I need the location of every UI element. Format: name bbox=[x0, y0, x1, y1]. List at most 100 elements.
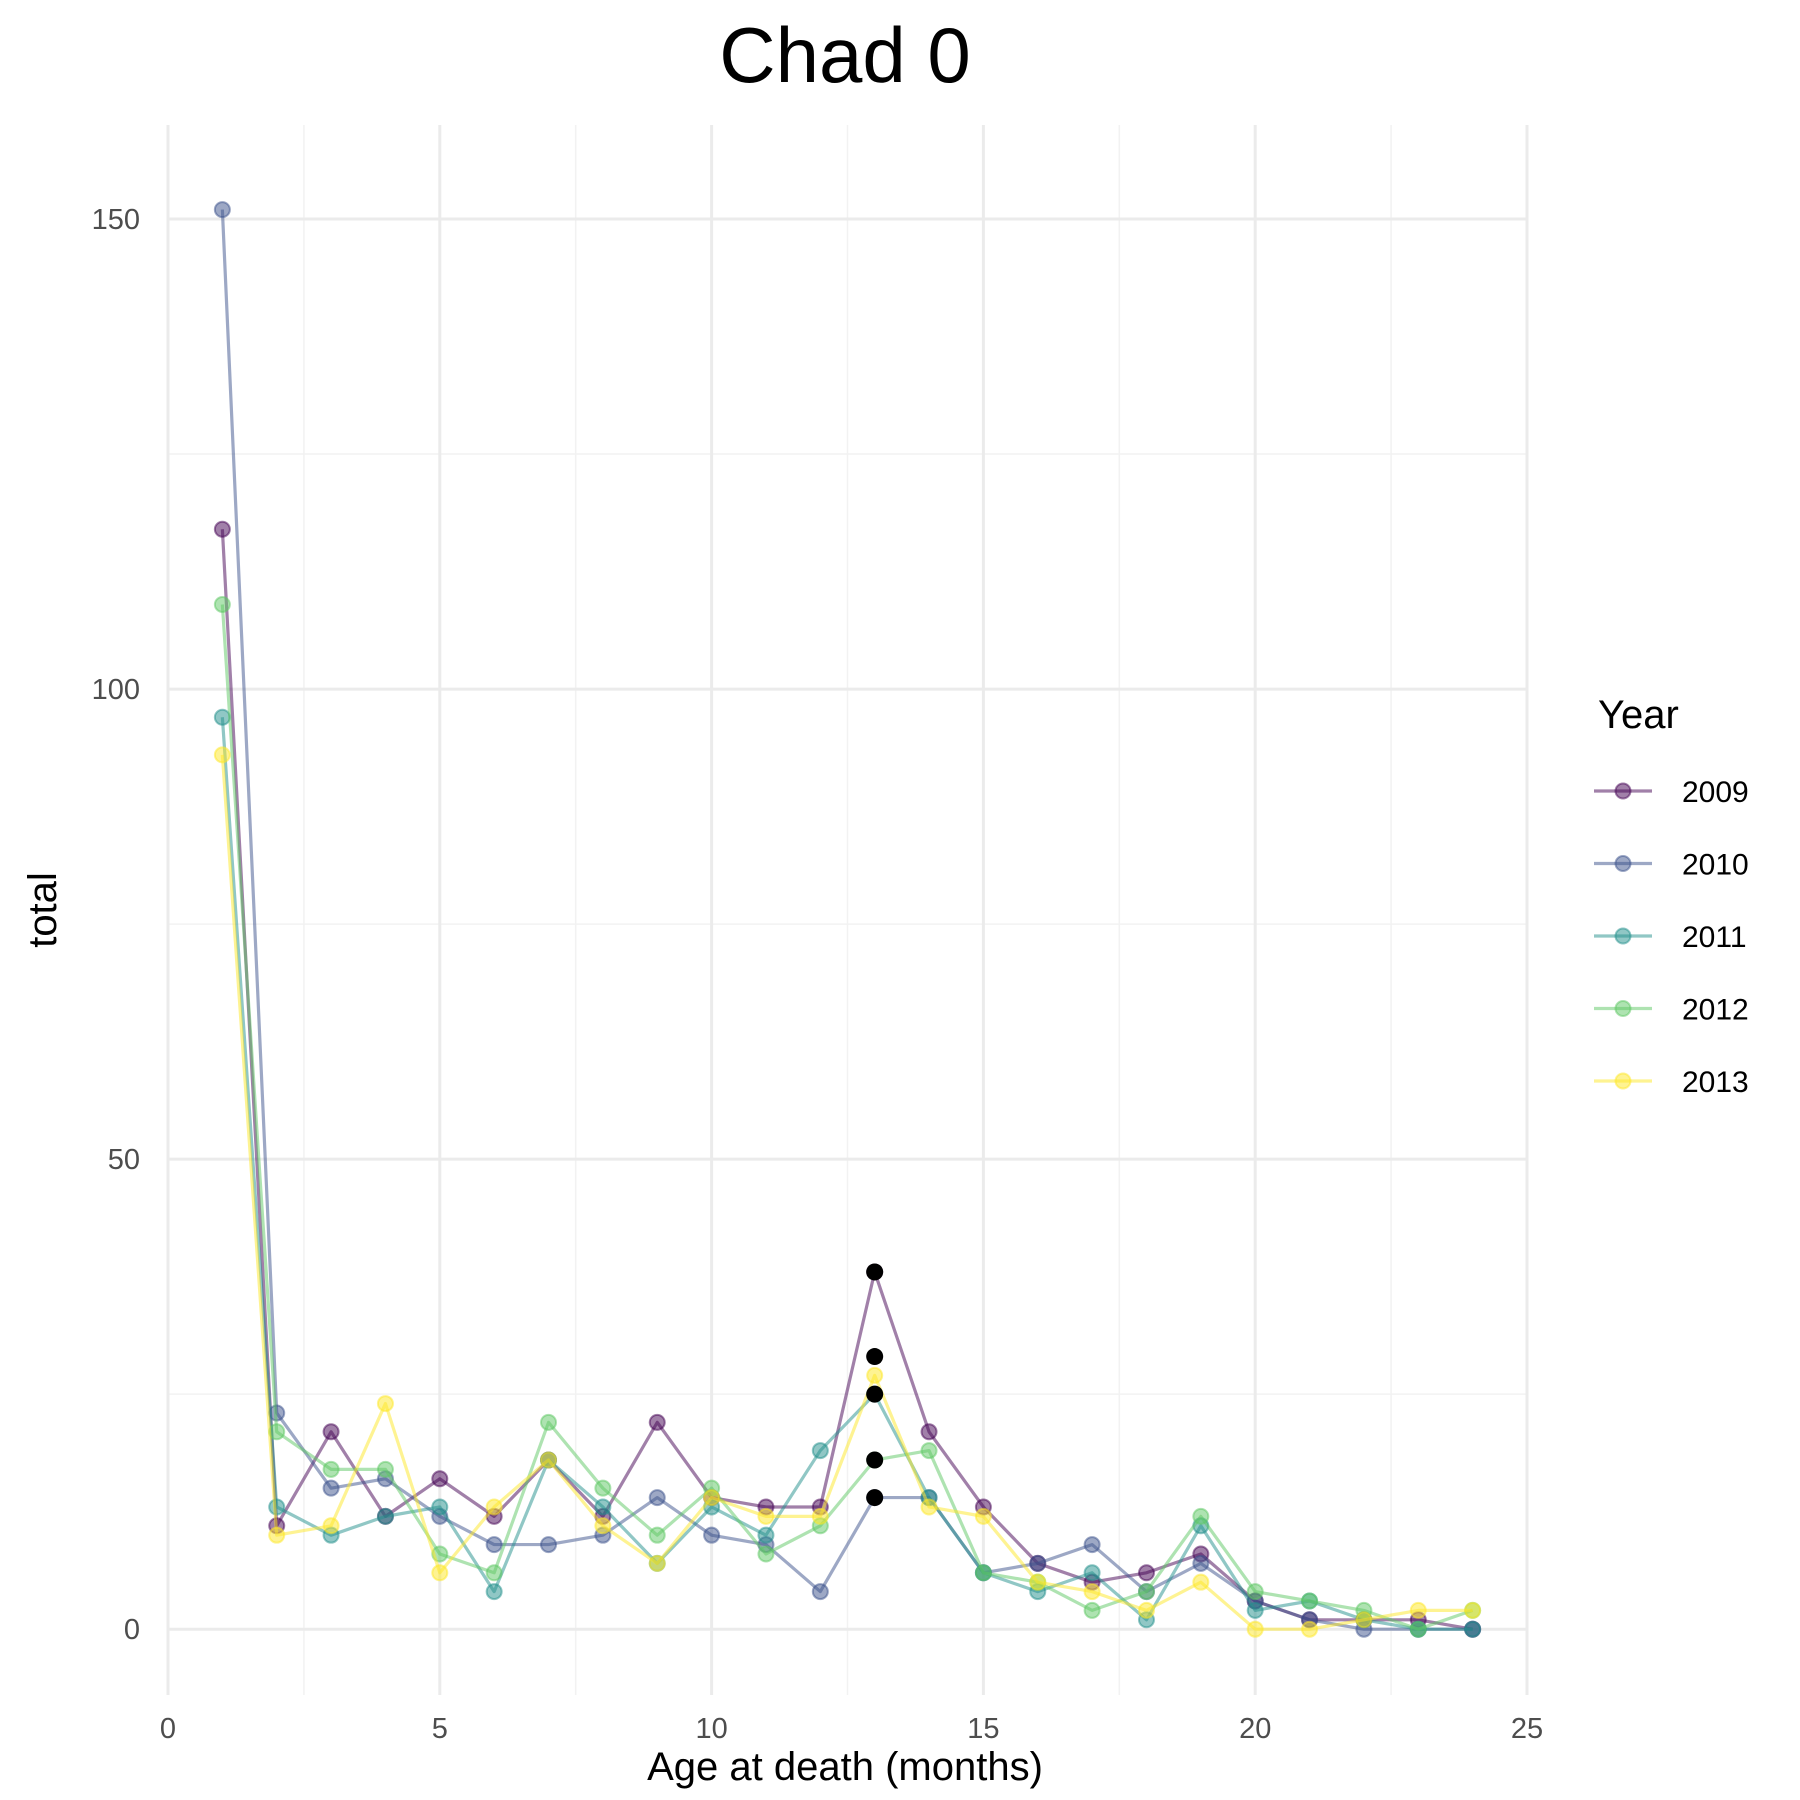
data-point bbox=[757, 1545, 775, 1563]
data-point bbox=[974, 1564, 992, 1582]
data-point bbox=[1192, 1554, 1210, 1572]
data-point bbox=[757, 1526, 775, 1544]
data-point bbox=[540, 1536, 558, 1554]
legend-label: 2011 bbox=[1682, 921, 1747, 954]
data-point bbox=[1192, 1507, 1210, 1525]
chart-title: Chad 0 bbox=[719, 11, 971, 99]
data-point bbox=[757, 1507, 775, 1525]
data-point bbox=[376, 1395, 394, 1413]
data-point bbox=[213, 746, 231, 764]
data-point bbox=[213, 595, 231, 613]
data-point bbox=[268, 1526, 286, 1544]
data-point bbox=[376, 1507, 394, 1525]
data-point bbox=[1083, 1583, 1101, 1601]
x-tick-label: 0 bbox=[160, 1713, 176, 1745]
series-2013 bbox=[213, 746, 1482, 1638]
data-point bbox=[648, 1526, 666, 1544]
x-tick-label: 15 bbox=[967, 1713, 999, 1745]
data-point bbox=[1029, 1573, 1047, 1591]
y-axis-title: total bbox=[21, 872, 65, 948]
data-point bbox=[1029, 1554, 1047, 1572]
data-point bbox=[431, 1564, 449, 1582]
highlight-point bbox=[866, 1385, 884, 1403]
data-point bbox=[1137, 1564, 1155, 1582]
highlight-point bbox=[866, 1348, 884, 1366]
legend-label: 2010 bbox=[1682, 849, 1749, 882]
data-point bbox=[703, 1526, 721, 1544]
legend-title: Year bbox=[1598, 693, 1679, 737]
grid bbox=[166, 125, 1529, 1695]
data-point bbox=[648, 1489, 666, 1507]
data-point bbox=[485, 1583, 503, 1601]
legend-key-point bbox=[1614, 855, 1632, 872]
x-tick-label: 25 bbox=[1511, 1713, 1543, 1745]
y-tick-label: 0 bbox=[124, 1614, 140, 1646]
data-point bbox=[1083, 1536, 1101, 1554]
data-point bbox=[811, 1442, 829, 1460]
x-tick-label: 10 bbox=[695, 1713, 727, 1745]
x-tick-label: 20 bbox=[1239, 1713, 1271, 1745]
legend: Year 2009 2010 2011 2012 2013 bbox=[1594, 693, 1749, 1099]
legend-key-point bbox=[1614, 927, 1632, 945]
data-point bbox=[540, 1451, 558, 1469]
data-point bbox=[1301, 1620, 1319, 1638]
data-point bbox=[1137, 1601, 1155, 1619]
x-axis-title: Age at death (months) bbox=[647, 1745, 1043, 1789]
series-line bbox=[220, 754, 1473, 1631]
data-point bbox=[1083, 1564, 1101, 1582]
data-point bbox=[1409, 1620, 1427, 1638]
series-2011 bbox=[213, 708, 1482, 1638]
data-point bbox=[1301, 1592, 1319, 1610]
data-point bbox=[1409, 1601, 1427, 1619]
series-line bbox=[220, 717, 1473, 1631]
data-point bbox=[594, 1517, 612, 1535]
data-point bbox=[594, 1479, 612, 1497]
legend-item-2010: 2010 bbox=[1594, 849, 1749, 882]
legend-label: 2012 bbox=[1682, 994, 1749, 1027]
data-point bbox=[431, 1498, 449, 1516]
y-axis-ticks: 0 50 100 150 bbox=[92, 204, 140, 1646]
legend-key-point bbox=[1614, 1000, 1632, 1017]
data-point bbox=[322, 1423, 340, 1441]
data-point bbox=[1246, 1583, 1264, 1601]
highlight-point bbox=[866, 1451, 884, 1469]
data-point bbox=[1246, 1601, 1264, 1619]
data-point bbox=[703, 1489, 721, 1507]
data-point bbox=[322, 1460, 340, 1478]
legend-key-point bbox=[1614, 1072, 1632, 1090]
data-point bbox=[540, 1413, 558, 1431]
data-point bbox=[485, 1498, 503, 1516]
data-point bbox=[811, 1583, 829, 1601]
data-point bbox=[648, 1413, 666, 1431]
data-point bbox=[485, 1536, 503, 1554]
y-tick-label: 100 bbox=[92, 674, 140, 706]
y-tick-label: 50 bbox=[108, 1144, 140, 1176]
series-lines bbox=[213, 201, 1482, 1638]
data-point bbox=[213, 520, 231, 538]
x-tick-label: 5 bbox=[432, 1713, 448, 1745]
data-point bbox=[1355, 1611, 1373, 1629]
data-point bbox=[213, 708, 231, 726]
data-point bbox=[811, 1507, 829, 1525]
data-point bbox=[920, 1498, 938, 1516]
data-point bbox=[322, 1517, 340, 1535]
data-point bbox=[213, 201, 231, 219]
data-point bbox=[376, 1460, 394, 1478]
highlight-point bbox=[866, 1263, 884, 1281]
highlight-point bbox=[866, 1489, 884, 1507]
data-point bbox=[1192, 1573, 1210, 1591]
legend-item-2012: 2012 bbox=[1594, 994, 1749, 1027]
data-point bbox=[1464, 1601, 1482, 1619]
highlight-points bbox=[866, 1263, 884, 1507]
legend-items: 2009 2010 2011 2012 2013 bbox=[1594, 776, 1749, 1099]
legend-label: 2013 bbox=[1682, 1066, 1749, 1099]
data-point bbox=[431, 1470, 449, 1488]
data-point bbox=[866, 1366, 884, 1384]
y-tick-label: 150 bbox=[92, 204, 140, 236]
data-point bbox=[594, 1498, 612, 1516]
x-axis-ticks: 0 5 10 15 20 25 bbox=[160, 1713, 1543, 1745]
legend-item-2009: 2009 bbox=[1594, 776, 1749, 809]
legend-item-2013: 2013 bbox=[1594, 1066, 1749, 1099]
